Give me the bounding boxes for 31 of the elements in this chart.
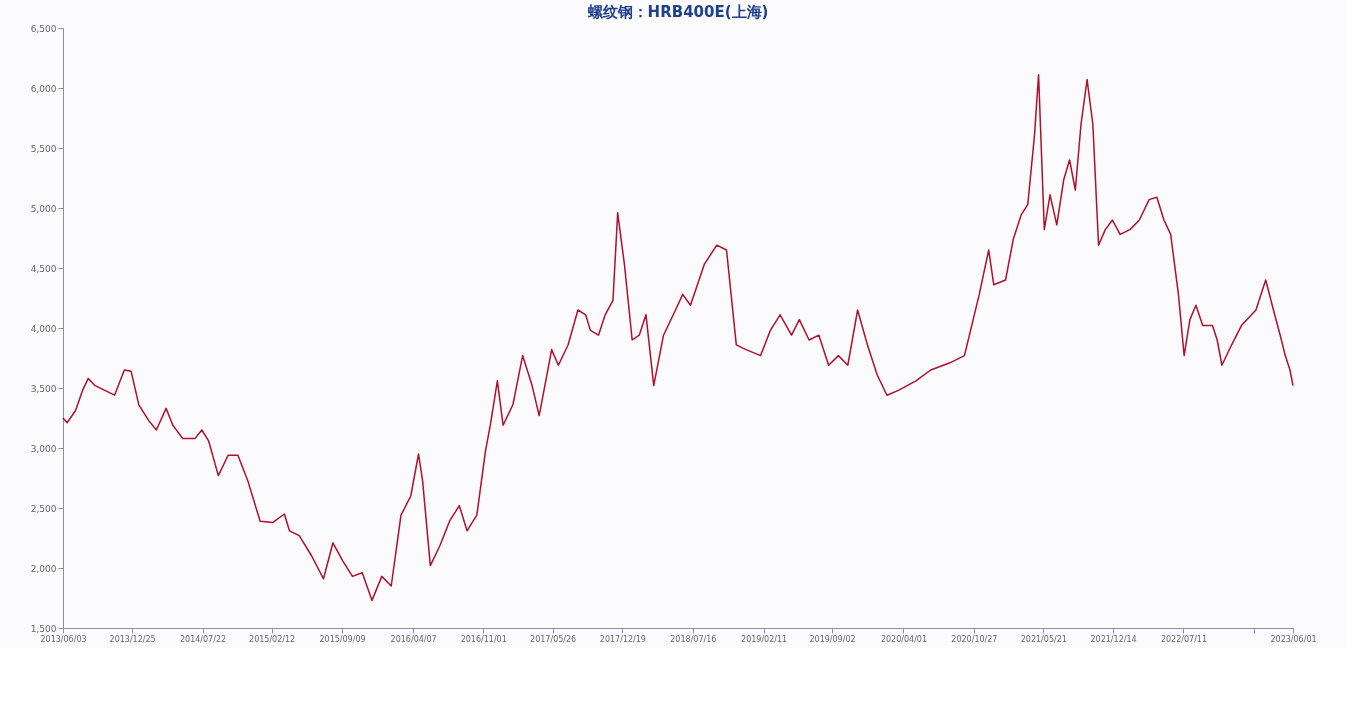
x-tick-label: 2013/06/03: [40, 634, 87, 644]
x-tick-label: 2016/04/07: [390, 634, 437, 644]
x-tick-label: 2020/10/27: [951, 634, 998, 644]
y-tick-label: 6,000: [30, 83, 57, 94]
y-tick-label: 4,500: [30, 263, 57, 274]
y-tick-label: 1,500: [30, 623, 57, 634]
x-tick-label: 2019/09/02: [809, 634, 856, 644]
x-tick-label: 2023/06/01: [1270, 634, 1317, 644]
x-tick-label: 2021/12/14: [1090, 634, 1137, 644]
y-tick-label: 3,500: [30, 383, 57, 394]
x-tick-label: 2022/07/11: [1160, 634, 1208, 644]
y-tick-label: 2,000: [30, 563, 57, 574]
x-tick-label: 2021/05/21: [1020, 634, 1067, 644]
x-tick-label: 2020/04/01: [880, 634, 927, 644]
x-tick-label: 2014/07/22: [179, 634, 227, 644]
chart-title: 螺纹钢：HRB400E(上海): [586, 3, 769, 21]
y-tick-label: 5,000: [30, 203, 57, 214]
y-tick-label: 6,500: [30, 23, 57, 34]
y-tick-label: 5,500: [30, 143, 57, 154]
x-tick-label: 2015/02/12: [249, 634, 296, 644]
x-tick-label: 2016/11/01: [460, 634, 507, 644]
line-series: [62, 74, 1294, 602]
y-tick-label: 4,000: [30, 323, 57, 334]
x-tick-label: 2018/07/16: [670, 634, 717, 644]
x-tick-label: 2017/05/26: [530, 634, 577, 644]
y-tick-label: 3,000: [30, 443, 57, 454]
x-tick-label: 2017/12/19: [599, 634, 646, 644]
x-tick-label: 2015/09/09: [319, 634, 366, 644]
x-tick-label: 2013/12/25: [109, 634, 156, 644]
y-tick-label: 2,500: [30, 503, 57, 514]
x-tick-label: 2019/02/11: [741, 634, 788, 644]
